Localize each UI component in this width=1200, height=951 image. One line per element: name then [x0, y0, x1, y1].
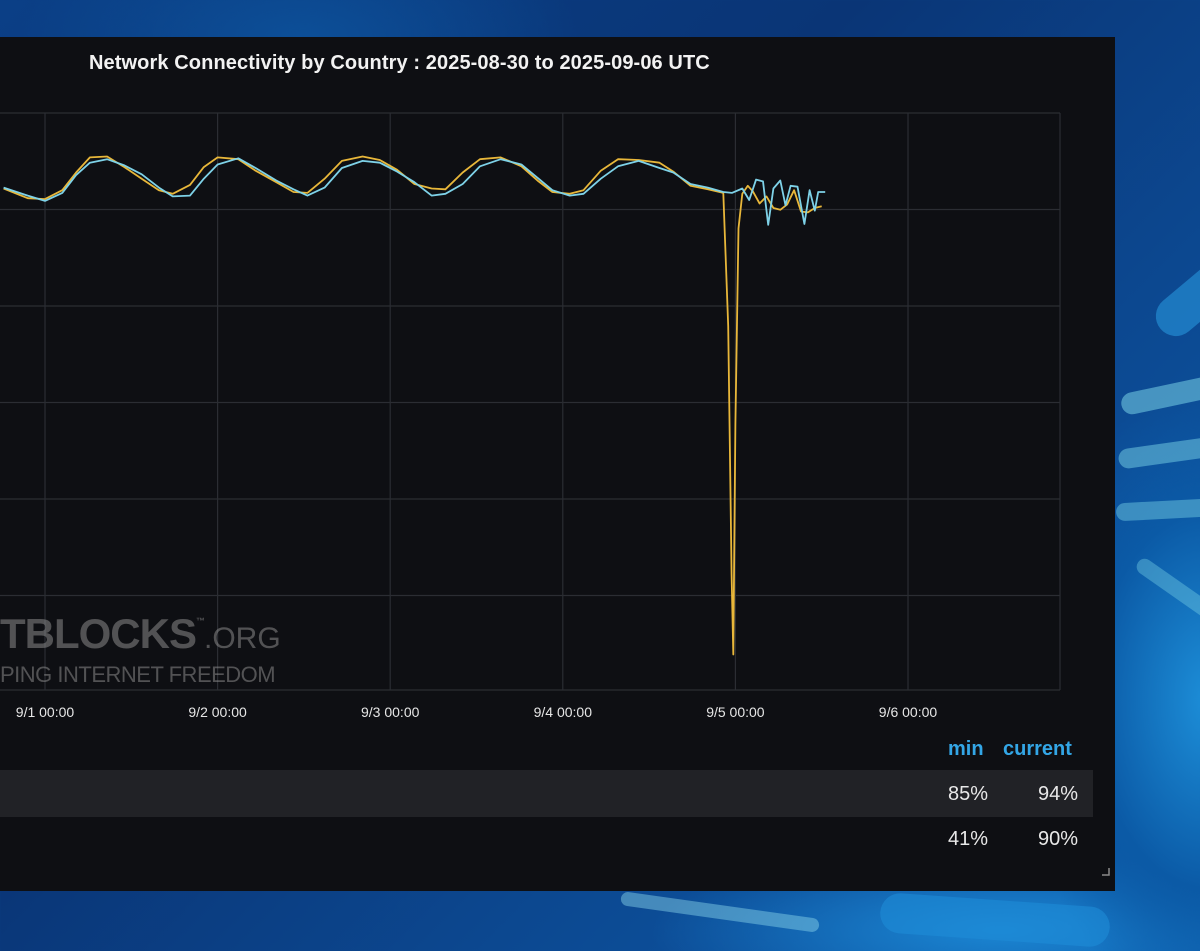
x-tick-label: 9/6 00:00 [879, 704, 938, 720]
legend-row[interactable]: 85% 94% [0, 770, 1093, 817]
x-tick-label: 9/2 00:00 [188, 704, 247, 720]
legend-current-header[interactable]: current [1003, 738, 1072, 760]
watermark-tagline: PING INTERNET FREEDOM [0, 662, 276, 687]
series-line [3, 155, 822, 656]
legend-current-value: 94% [1037, 783, 1078, 805]
watermark-logo: TBLOCKS™.ORG [0, 610, 281, 657]
legend-current-value: 90% [1037, 828, 1078, 850]
x-tick-label: 9/5 00:00 [706, 704, 765, 720]
legend-min-header[interactable]: min [948, 738, 984, 760]
chart-panel [0, 37, 1115, 891]
legend-min-value: 85% [947, 783, 988, 805]
series-line [3, 157, 826, 226]
x-tick-label: 9/4 00:00 [534, 704, 593, 720]
resize-handle-icon[interactable] [1100, 866, 1110, 876]
legend-row[interactable]: 41% 90% [0, 817, 1093, 864]
x-tick-label: 9/3 00:00 [361, 704, 420, 720]
chart-title: Network Connectivity by Country : 2025-0… [89, 52, 710, 74]
x-tick-label: 9/1 00:00 [16, 704, 75, 720]
legend-min-value: 41% [947, 828, 988, 850]
